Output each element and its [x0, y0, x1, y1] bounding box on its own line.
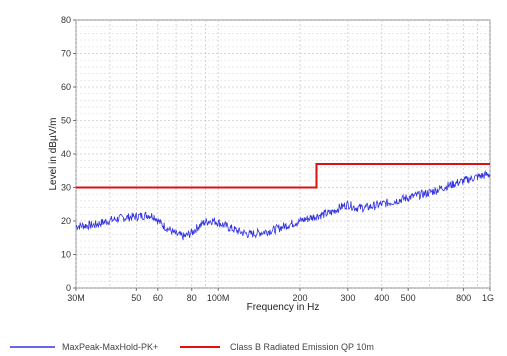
y-tick-label: 70: [61, 49, 71, 59]
x-tick-label: 400: [374, 293, 389, 303]
series-line-limit: [76, 163, 490, 189]
x-tick-label: 200: [292, 293, 307, 303]
x-tick-label: 100M: [207, 293, 230, 303]
y-tick-label: 80: [61, 15, 71, 25]
series-line-measurement: [75, 169, 491, 241]
x-tick-label: 800: [456, 293, 471, 303]
x-tick-label: 50: [131, 293, 141, 303]
y-tick-label: 10: [61, 250, 71, 260]
x-tick-label: 1G: [482, 293, 494, 303]
y-axis-label: Level in dBµV/m: [48, 117, 59, 190]
y-tick-label: 50: [61, 116, 71, 126]
x-tick-label: 60: [153, 293, 163, 303]
grid: [75, 19, 491, 289]
x-tick-label: 80: [187, 293, 197, 303]
legend: MaxPeak-MaxHold-PK+ Class B Radiated Emi…: [10, 342, 374, 352]
y-tick-label: 60: [61, 82, 71, 92]
y-tick-label: 40: [61, 149, 71, 159]
series-layer: [75, 163, 491, 241]
x-axis-label: Frequency in Hz: [247, 302, 320, 313]
y-tick-label: 30: [61, 183, 71, 193]
x-tick-label: 500: [401, 293, 416, 303]
legend-label-series-0: MaxPeak-MaxHold-PK+: [62, 342, 158, 352]
x-tick-label: 300: [340, 293, 355, 303]
legend-label-series-1: Class B Radiated Emission QP 10m: [230, 342, 374, 352]
tick-layer: 0 10 20 30 40 50 60 70 80 30M 50 60 80 100M 200 300 400 5…: [61, 15, 494, 303]
y-tick-label: 20: [61, 216, 71, 226]
x-tick-label: 30M: [67, 293, 85, 303]
plot-border: [75, 19, 491, 289]
y-tick-label: 0: [66, 283, 71, 293]
